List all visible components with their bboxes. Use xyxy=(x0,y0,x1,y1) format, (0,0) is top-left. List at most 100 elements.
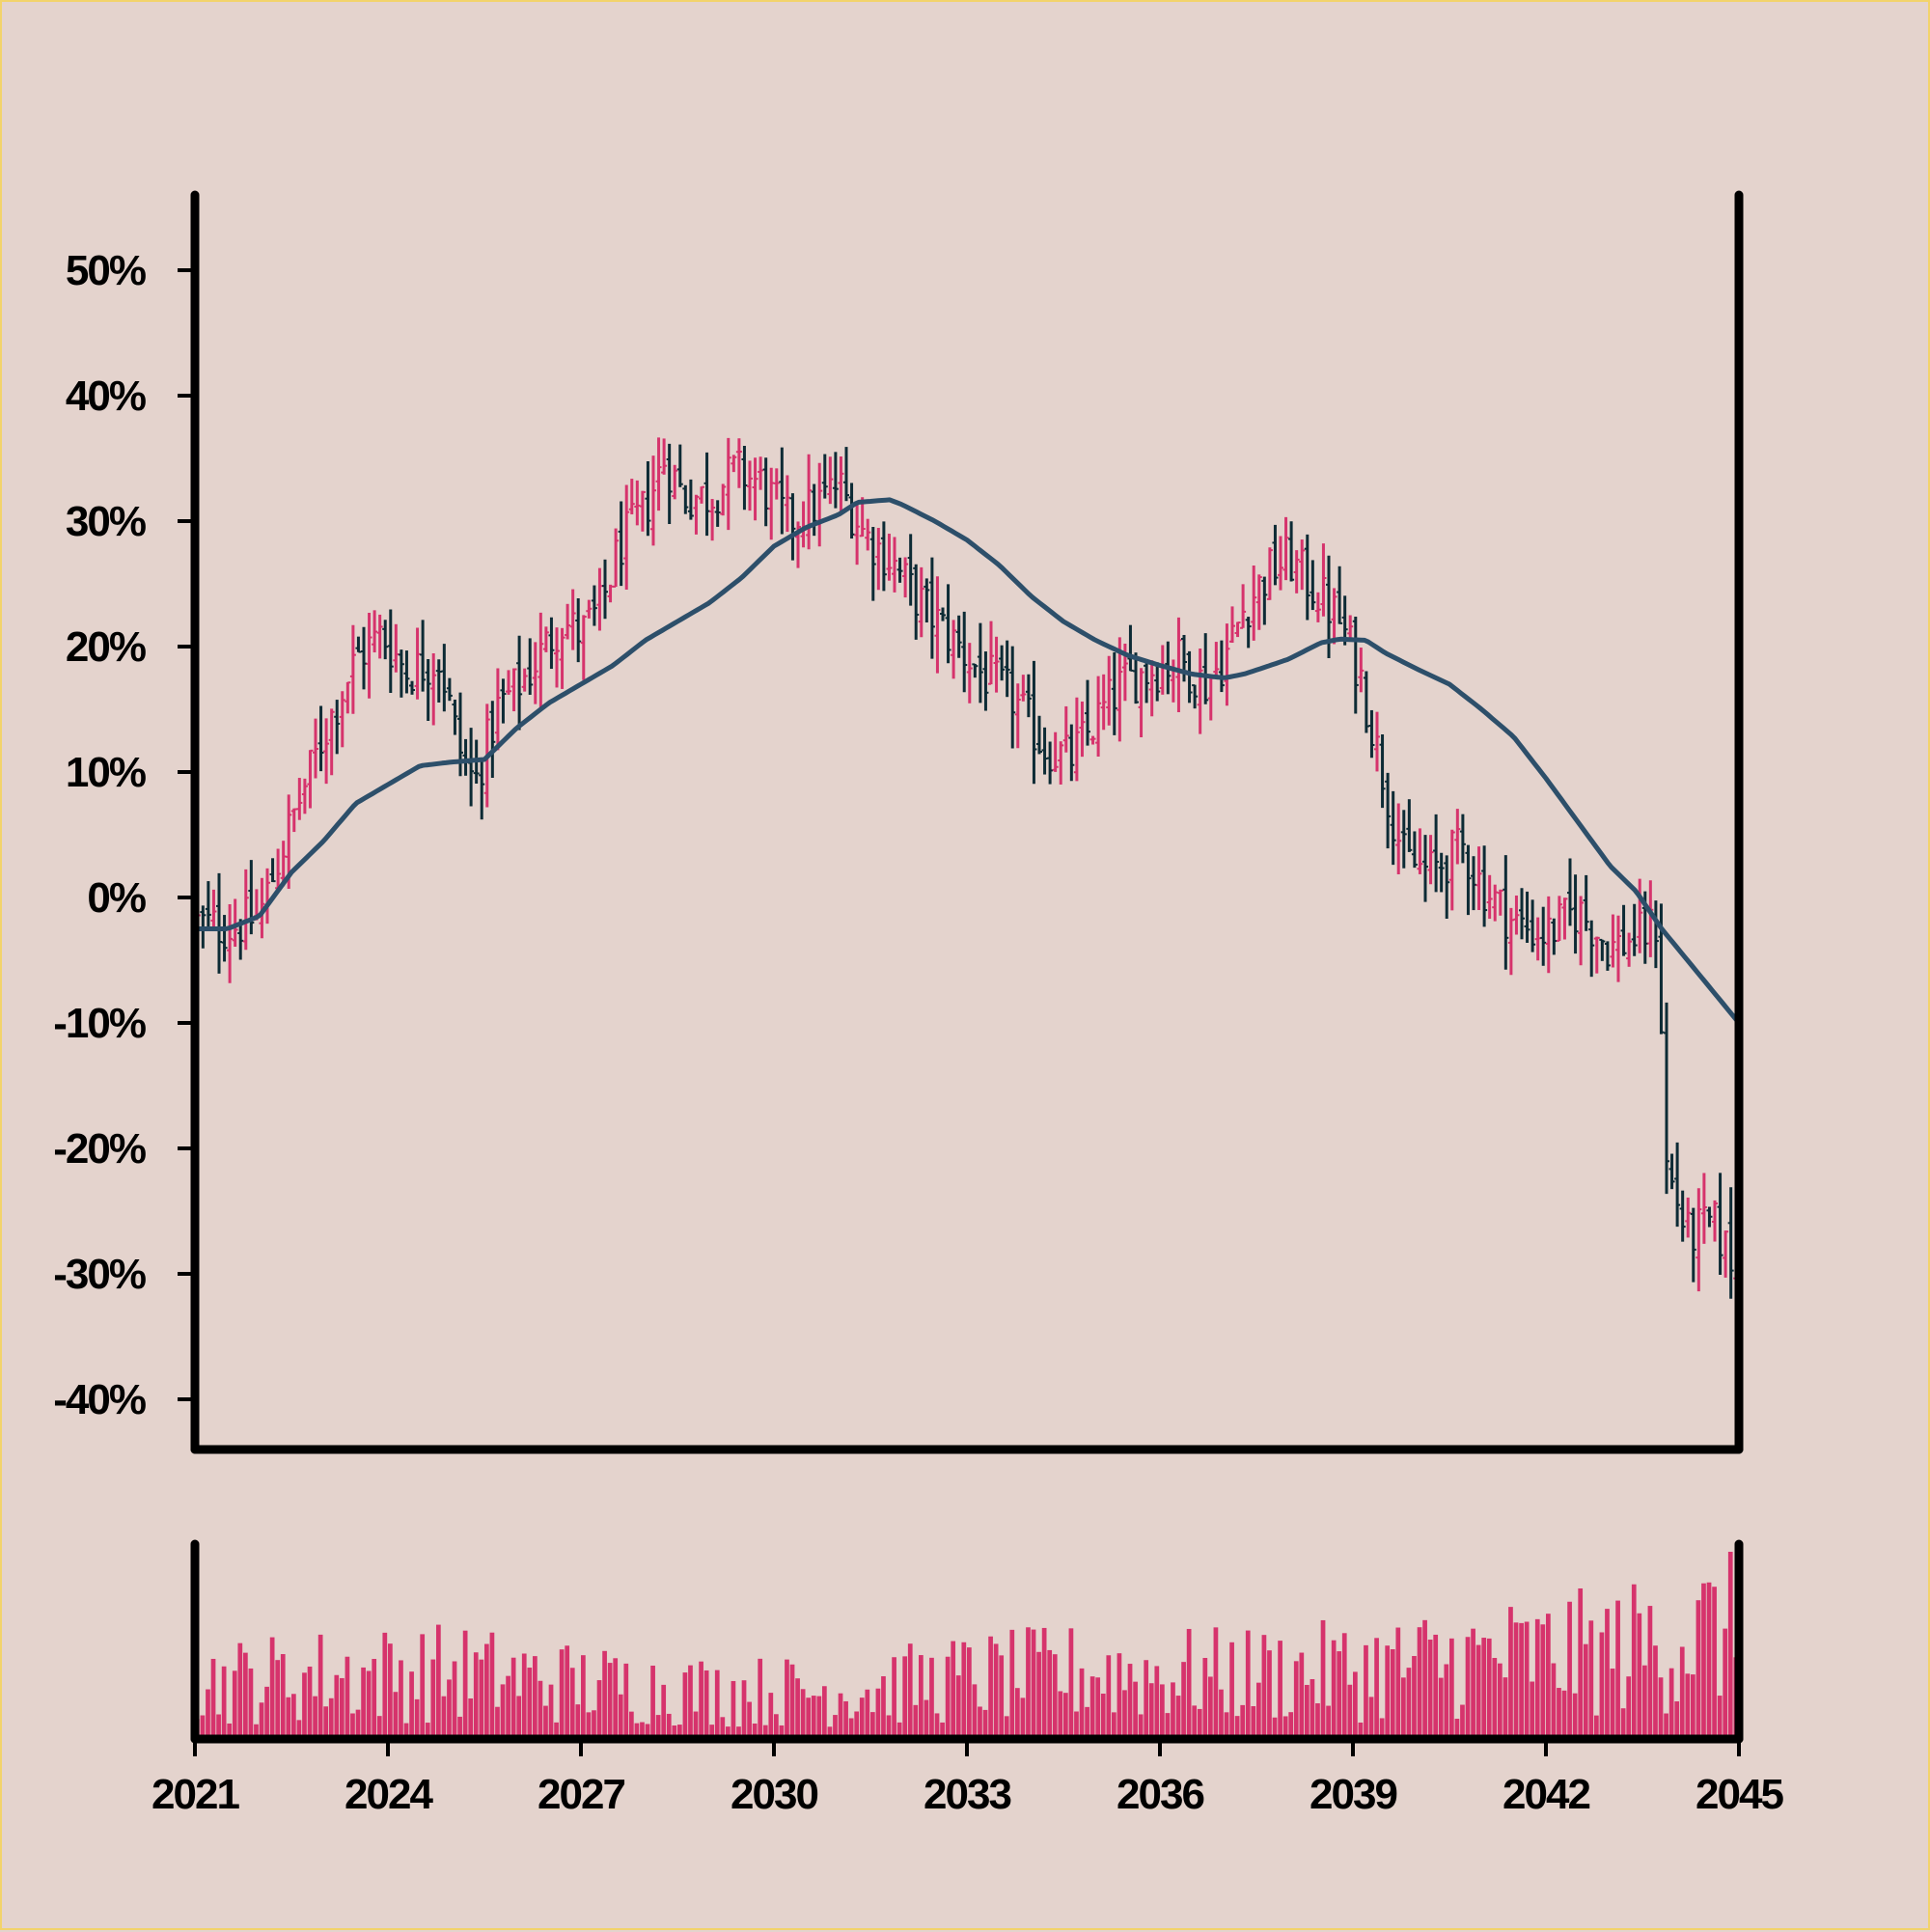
y-tick-label: 10% xyxy=(66,749,146,796)
volume-bar xyxy=(1631,1584,1637,1739)
ohlc-bar xyxy=(634,480,641,526)
volume-bar xyxy=(355,1709,361,1739)
volume-bar xyxy=(1175,1696,1181,1739)
ohlc-bar xyxy=(875,527,882,591)
volume-bar xyxy=(1133,1681,1138,1739)
ohlc-bar xyxy=(928,557,935,659)
ohlc-bar xyxy=(1320,543,1327,617)
ohlc-bar xyxy=(221,915,228,962)
volume-bar xyxy=(1100,1693,1106,1739)
ohlc-bar xyxy=(1073,697,1080,782)
volume-bar xyxy=(430,1659,436,1739)
ohlc-bar xyxy=(865,518,871,551)
ohlc-bar xyxy=(420,620,427,692)
volume-bar xyxy=(1068,1628,1074,1739)
ohlc-bar xyxy=(296,778,303,820)
volume-bar xyxy=(752,1723,758,1739)
volume-bar xyxy=(1278,1641,1282,1739)
volume-bar xyxy=(1551,1663,1557,1739)
volume-bar xyxy=(1557,1688,1561,1739)
ohlc-bar xyxy=(596,567,603,631)
volume-bar xyxy=(592,1710,596,1739)
volume-bar xyxy=(886,1715,892,1739)
ohlc-bar xyxy=(784,475,790,533)
ohlc-bar xyxy=(725,437,731,531)
volume-bar xyxy=(495,1706,500,1739)
volume-bar xyxy=(1723,1628,1728,1739)
volume-bar xyxy=(967,1647,972,1739)
volume-bar xyxy=(296,1720,302,1739)
volume-bar xyxy=(789,1664,795,1739)
volume-bar xyxy=(703,1670,709,1739)
ohlc-bar xyxy=(731,455,737,473)
moving-average-layer xyxy=(195,497,1741,1025)
ohlc-bar xyxy=(655,437,662,511)
volume-bar xyxy=(489,1632,495,1739)
ohlc-bar xyxy=(372,610,378,653)
ohlc-bar xyxy=(328,708,335,776)
volume-bar xyxy=(334,1674,340,1739)
volume-bar xyxy=(993,1643,999,1739)
ohlc-bar xyxy=(1111,652,1117,735)
ohlc-bar xyxy=(672,464,678,500)
volume-bar xyxy=(827,1726,833,1739)
ohlc-bar xyxy=(569,589,576,650)
volume-bar xyxy=(919,1655,924,1739)
ohlc-bar xyxy=(1240,584,1247,629)
volume-bar xyxy=(661,1684,667,1739)
ohlc-bar xyxy=(1545,896,1552,974)
ohlc-bar xyxy=(623,484,630,591)
volume-bar xyxy=(1626,1676,1632,1739)
volume-bar xyxy=(1594,1715,1599,1739)
volume-bar xyxy=(822,1686,827,1739)
ohlc-bar xyxy=(1700,1173,1707,1244)
volume-bar xyxy=(800,1689,806,1739)
ohlc-bar xyxy=(1556,896,1562,942)
ohlc-bar xyxy=(934,576,941,674)
volume-bar xyxy=(1417,1627,1422,1739)
volume-bar xyxy=(1390,1649,1395,1739)
volume-bar xyxy=(934,1713,940,1739)
volume-bar xyxy=(645,1724,650,1739)
ohlc-bar xyxy=(886,534,893,581)
ohlc-bar xyxy=(409,680,415,695)
volume-bar xyxy=(1546,1614,1551,1739)
volume-bar xyxy=(1492,1658,1498,1739)
volume-bar xyxy=(972,1684,978,1739)
volume-bar xyxy=(286,1697,291,1739)
ohlc-bar xyxy=(1154,662,1161,702)
volume-bar xyxy=(913,1704,919,1739)
ohlc-bar xyxy=(425,658,431,721)
volume-bar xyxy=(623,1663,629,1739)
volume-bar xyxy=(361,1667,366,1739)
ohlc-bar xyxy=(752,457,758,521)
ohlc-bar xyxy=(1524,891,1530,943)
ohlc-bar xyxy=(972,663,979,678)
ohlc-bar xyxy=(961,611,968,693)
ohlc-bar xyxy=(1144,661,1150,704)
volume-bar xyxy=(859,1697,865,1739)
ohlc-bar xyxy=(527,638,534,695)
y-tick-label: 20% xyxy=(66,623,146,671)
ohlc-bar xyxy=(1530,899,1536,952)
volume-bar xyxy=(500,1684,506,1739)
ohlc-bar xyxy=(1095,676,1102,757)
ohlc-bar xyxy=(403,650,410,694)
volume-bar xyxy=(259,1702,264,1739)
volume-bar xyxy=(1202,1658,1208,1739)
volume-bar xyxy=(1368,1697,1374,1739)
volume-bar xyxy=(510,1657,516,1739)
ohlc-bar xyxy=(1385,772,1392,849)
ohlc-bar xyxy=(376,614,383,659)
ohlc-bar xyxy=(1599,938,1606,961)
ohlc-bar xyxy=(779,447,786,535)
volume-bar xyxy=(1261,1635,1267,1739)
ohlc-bar xyxy=(676,444,683,487)
volume-bar xyxy=(1395,1627,1401,1739)
volume-bar xyxy=(468,1697,474,1739)
volume-bar xyxy=(1256,1682,1261,1739)
ohlc-bar xyxy=(1578,896,1585,966)
volume-bar xyxy=(543,1705,548,1739)
ohlc-bar xyxy=(586,599,593,619)
